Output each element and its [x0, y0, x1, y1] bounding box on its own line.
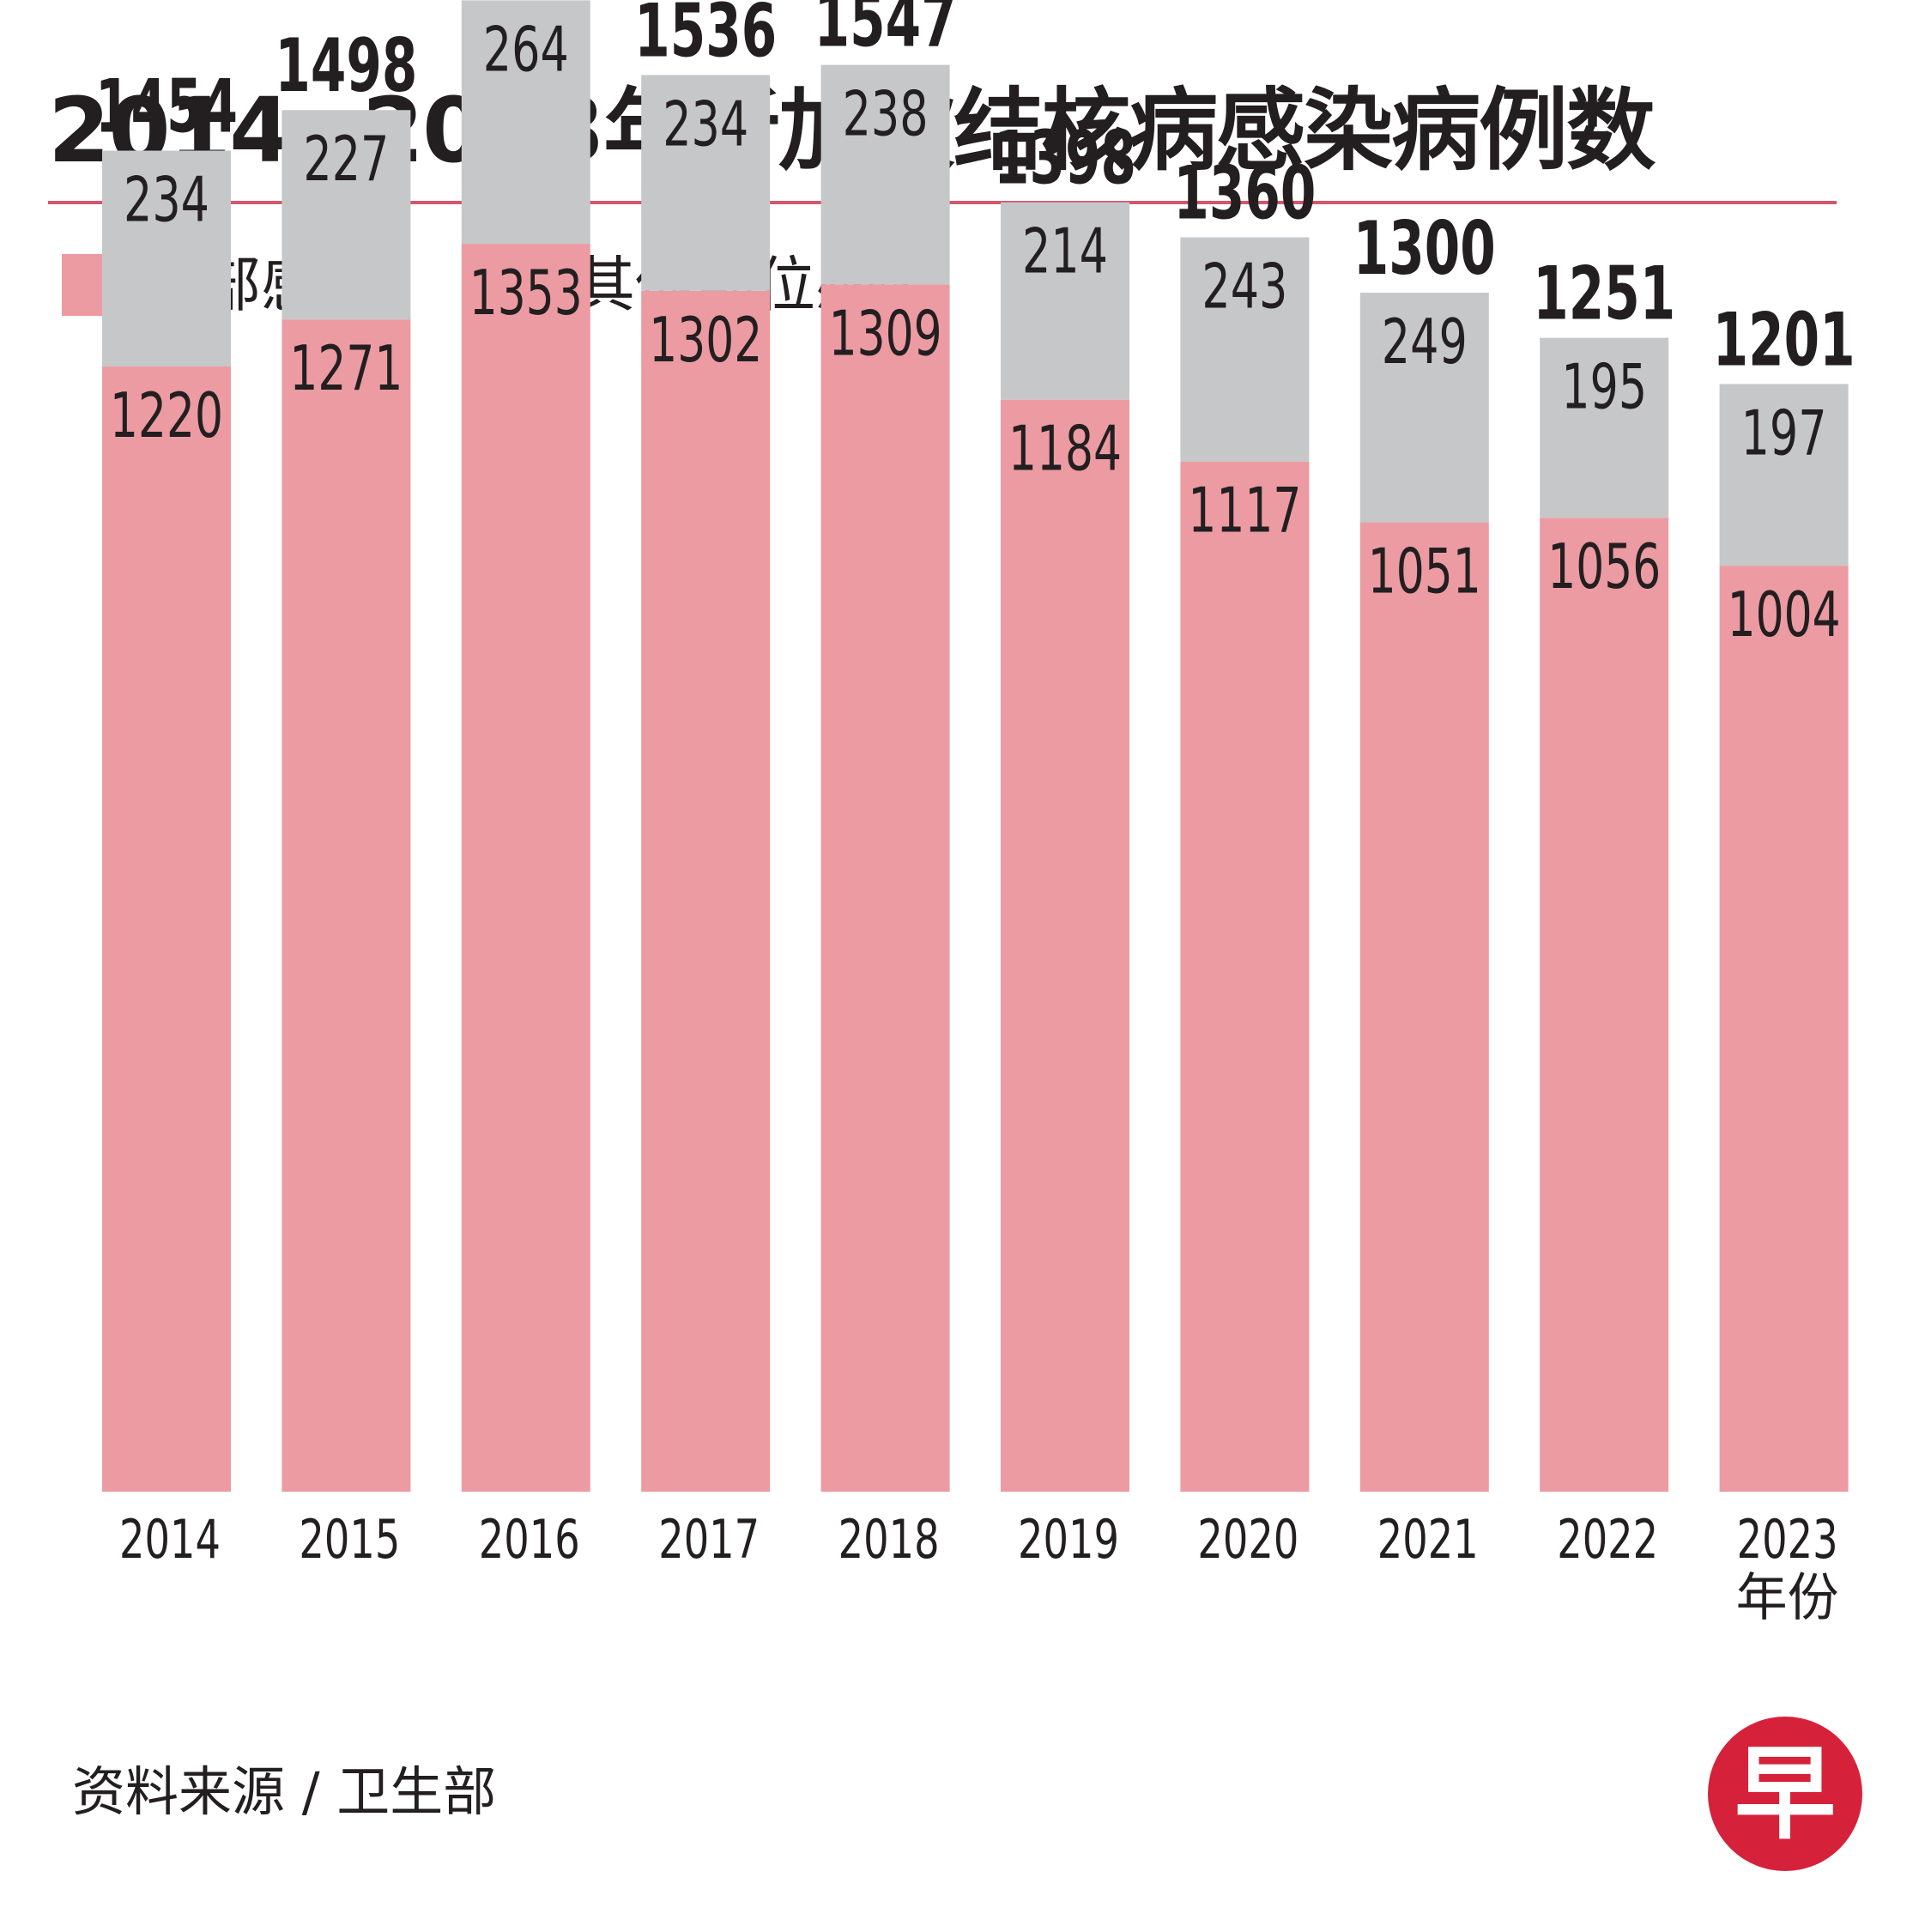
label-other-2015: 227: [303, 123, 389, 195]
tick-2017: 2017: [658, 1508, 760, 1571]
label-other-2023: 197: [1741, 397, 1827, 469]
label-total-2019: 1398: [994, 116, 1136, 202]
bar-other-2020: [1180, 237, 1310, 462]
bar-lung-2017: [641, 290, 771, 1492]
label-other-2014: 234: [124, 164, 209, 236]
label-total-2014: 1454: [95, 64, 238, 150]
label-total-2023: 1201: [1713, 297, 1855, 383]
bar-lung-2019: [1001, 399, 1129, 1493]
bar-other-2015: [281, 110, 411, 320]
bar-other-2023: [1719, 384, 1849, 566]
label-other-2020: 243: [1202, 251, 1287, 323]
label-total-2022: 1251: [1533, 251, 1675, 337]
bar-lung-2015: [281, 319, 411, 1493]
x-axis-label: 年份: [1736, 1568, 1839, 1628]
tick-2022: 2022: [1557, 1508, 1658, 1571]
label-other-2021: 249: [1382, 306, 1468, 378]
label-other-2019: 214: [1022, 215, 1108, 288]
label-total-2017: 1536: [634, 0, 777, 74]
label-total-2020: 1360: [1173, 151, 1316, 237]
stacked-bar-chart: 1220234145420141271227149820151353264161…: [95, 0, 1855, 1628]
label-total-2021: 1300: [1353, 206, 1496, 292]
tick-2019: 2019: [1018, 1508, 1119, 1571]
bar-lung-2018: [820, 284, 950, 1492]
label-other-2018: 238: [843, 78, 929, 150]
label-lung-2014: 1220: [110, 379, 223, 451]
bar-other-2016: [461, 0, 590, 245]
label-lung-2017: 1302: [649, 304, 762, 376]
bar-other-2021: [1359, 293, 1489, 523]
zaobao-logo: 早: [1708, 1717, 1862, 1871]
label-lung-2016: 1353: [469, 257, 583, 329]
label-lung-2023: 1004: [1728, 578, 1841, 651]
label-other-2022: 195: [1561, 351, 1647, 423]
label-lung-2018: 1309: [829, 297, 942, 369]
bar-lung-2022: [1540, 518, 1669, 1492]
bar-lung-2016: [461, 244, 590, 1493]
tick-2018: 2018: [838, 1508, 940, 1571]
label-total-2018: 1547: [814, 0, 957, 64]
tick-2020: 2020: [1197, 1508, 1298, 1571]
label-lung-2022: 1056: [1547, 530, 1661, 603]
bar-lung-2014: [102, 366, 231, 1492]
label-other-2017: 234: [663, 88, 748, 160]
label-lung-2015: 1271: [289, 332, 403, 404]
label-lung-2020: 1117: [1188, 475, 1301, 547]
tick-2016: 2016: [479, 1508, 580, 1571]
bar-other-2014: [102, 150, 231, 366]
tick-2015: 2015: [299, 1508, 400, 1571]
bar-lung-2020: [1180, 461, 1310, 1492]
logo-glyph: 早: [1734, 1735, 1836, 1853]
label-other-2016: 264: [483, 13, 569, 85]
label-total-2015: 1498: [275, 23, 417, 109]
bar-other-2018: [820, 64, 950, 285]
bar-lung-2021: [1359, 522, 1489, 1492]
tick-2021: 2021: [1377, 1508, 1479, 1571]
tick-2023: 2023: [1737, 1508, 1838, 1571]
label-lung-2019: 1184: [1008, 413, 1122, 485]
label-lung-2021: 1051: [1368, 536, 1481, 608]
tick-2014: 2014: [119, 1508, 221, 1571]
source-note: 资料来源 / 卫生部: [72, 1760, 497, 1823]
bar-other-2017: [641, 75, 771, 291]
bar-lung-2023: [1719, 566, 1849, 1493]
bar-other-2022: [1540, 337, 1669, 518]
bar-other-2019: [1001, 202, 1129, 400]
